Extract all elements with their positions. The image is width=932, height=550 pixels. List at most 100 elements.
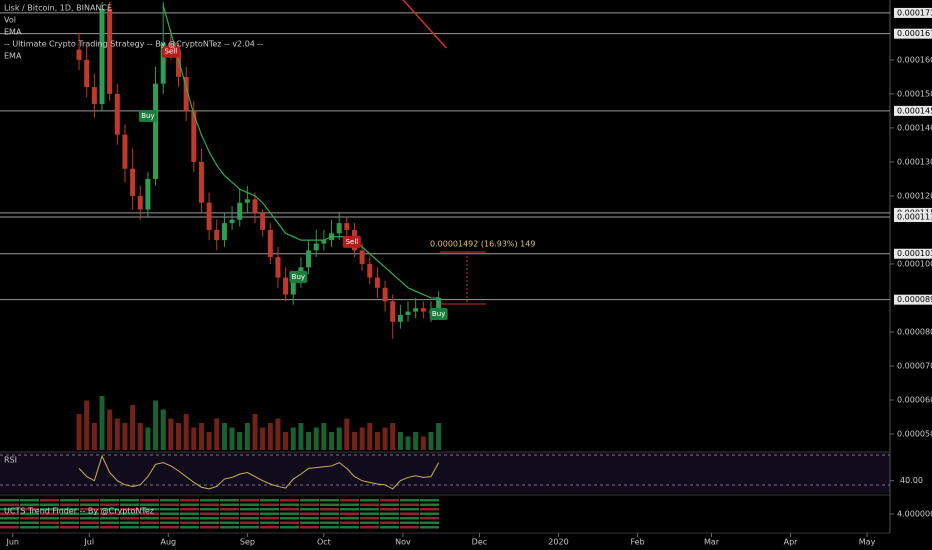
candle-body [237, 202, 243, 220]
candle-body [221, 223, 227, 241]
x-tick-label: Dec [472, 538, 487, 547]
trend-cell [80, 526, 99, 529]
trend-cell [340, 521, 359, 524]
trend-cell [340, 512, 359, 515]
trend-cell [20, 517, 39, 520]
trend-cell [280, 517, 299, 520]
candle-body [183, 76, 189, 111]
trend-cell [260, 517, 279, 520]
signal-label: Sell [346, 238, 359, 246]
trend-cell [160, 503, 179, 506]
volume-bar [168, 418, 174, 450]
trend-cell [240, 499, 259, 502]
trend-cell [220, 503, 239, 506]
volume-bar [229, 427, 235, 450]
trend-cell [60, 526, 79, 529]
trend-cell [320, 521, 339, 524]
trend-cell [200, 508, 219, 511]
trend-cell [400, 508, 419, 511]
volume-bar [321, 423, 327, 450]
trend-cell [140, 503, 159, 506]
y-tick-label: 0.00013000 [897, 157, 932, 166]
trend-cell [140, 526, 159, 529]
candle-body [145, 178, 151, 210]
candle-body [306, 250, 312, 268]
trend-cell [280, 499, 299, 502]
candle-body [191, 110, 197, 162]
candle-body [229, 219, 235, 224]
candle-body [160, 42, 166, 84]
trend-cell [260, 521, 279, 524]
candle-body [390, 301, 396, 322]
trend-cell [20, 508, 39, 511]
trend-cell [100, 526, 119, 529]
candle-body [374, 277, 380, 288]
trend-cell [220, 512, 239, 515]
volume-bar [382, 427, 388, 450]
trend-cell [240, 517, 259, 520]
trend-cell [260, 503, 279, 506]
trend-cell [180, 503, 199, 506]
level-label: 0.00010300 [897, 249, 932, 258]
trend-cell [20, 503, 39, 506]
trend-cell [320, 512, 339, 515]
volume-bar [283, 432, 289, 450]
trend-cell [200, 521, 219, 524]
candle-body [275, 257, 281, 278]
trend-cell [380, 517, 399, 520]
volume-bar [221, 423, 227, 450]
volume-bar [290, 427, 296, 450]
volume-bar [420, 436, 426, 450]
trend-cell [240, 521, 259, 524]
x-tick-label: Mar [704, 538, 720, 547]
volume-bar [428, 432, 434, 450]
trend-cell [160, 508, 179, 511]
trend-cell [260, 512, 279, 515]
trend-cell [120, 517, 139, 520]
candle-body [283, 277, 289, 295]
candle-body [382, 287, 388, 302]
y-tick-label: 0.00014000 [897, 123, 932, 132]
trend-cell [100, 521, 119, 524]
trend-cell [100, 499, 119, 502]
volume-bar [107, 409, 113, 450]
rsi-pane [0, 452, 890, 493]
trend-cell [120, 499, 139, 502]
trend-cell [100, 512, 119, 515]
trend-cell [40, 521, 59, 524]
trend-cell [0, 526, 19, 529]
trend-cell [280, 521, 299, 524]
candle-body [397, 314, 403, 322]
trend-cell [140, 512, 159, 515]
trend-cell [300, 508, 319, 511]
trend-cell [100, 503, 119, 506]
volume-bar [275, 418, 281, 450]
trend-cell [140, 517, 159, 520]
trend-cell [200, 499, 219, 502]
trend-cell [280, 508, 299, 511]
trend-cell [360, 517, 379, 520]
trend-cell [220, 517, 239, 520]
volume-bar [114, 418, 120, 450]
legend-entry: EMA [4, 52, 22, 61]
candle-body [267, 229, 273, 258]
trend-cell [240, 512, 259, 515]
y-tick-label: 0.00006000 [897, 396, 932, 405]
volume-bar [214, 418, 220, 450]
trend-cell [420, 517, 439, 520]
candle-body [107, 8, 113, 94]
trend-cell [100, 508, 119, 511]
signal-marker [289, 270, 308, 283]
trend-cell [300, 521, 319, 524]
trend-cell [420, 503, 439, 506]
trend-cell [260, 508, 279, 511]
volume-bar [367, 423, 373, 450]
candle-body [99, 8, 105, 105]
x-tick-label: Jun [6, 538, 20, 547]
volume-bar [91, 423, 97, 450]
trend-cell [340, 503, 359, 506]
trend-cell [220, 499, 239, 502]
trend-cell [400, 503, 419, 506]
trend-cell [300, 499, 319, 502]
trend-cell [240, 503, 259, 506]
